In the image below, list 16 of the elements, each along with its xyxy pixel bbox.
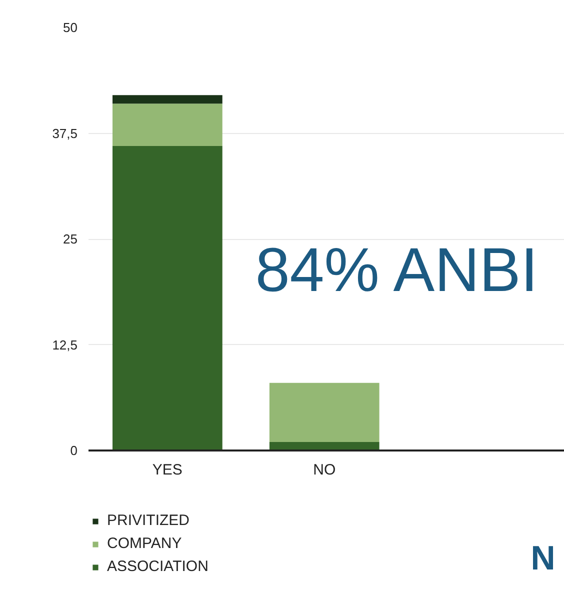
- legend-label: COMPANY: [107, 535, 182, 552]
- y-tick-label: 37,5: [52, 126, 78, 141]
- bar: [112, 146, 222, 450]
- y-tick-label: 12,5: [52, 337, 78, 352]
- x-tick-label: NO: [313, 462, 336, 478]
- text: N: [530, 540, 556, 578]
- bar: [112, 95, 222, 104]
- bar: [269, 382, 380, 442]
- y-tick-label: 50: [63, 20, 78, 35]
- bar: [112, 104, 222, 146]
- legend-label: PRIVITIZED: [107, 512, 190, 529]
- x-tick-label: YES: [152, 462, 182, 478]
- annotation: 84% ANBI: [255, 236, 538, 305]
- y-tick-label: 0: [70, 443, 78, 458]
- legend-label: ASSOCIATION: [107, 558, 208, 575]
- y-tick-label: 25: [63, 232, 78, 246]
